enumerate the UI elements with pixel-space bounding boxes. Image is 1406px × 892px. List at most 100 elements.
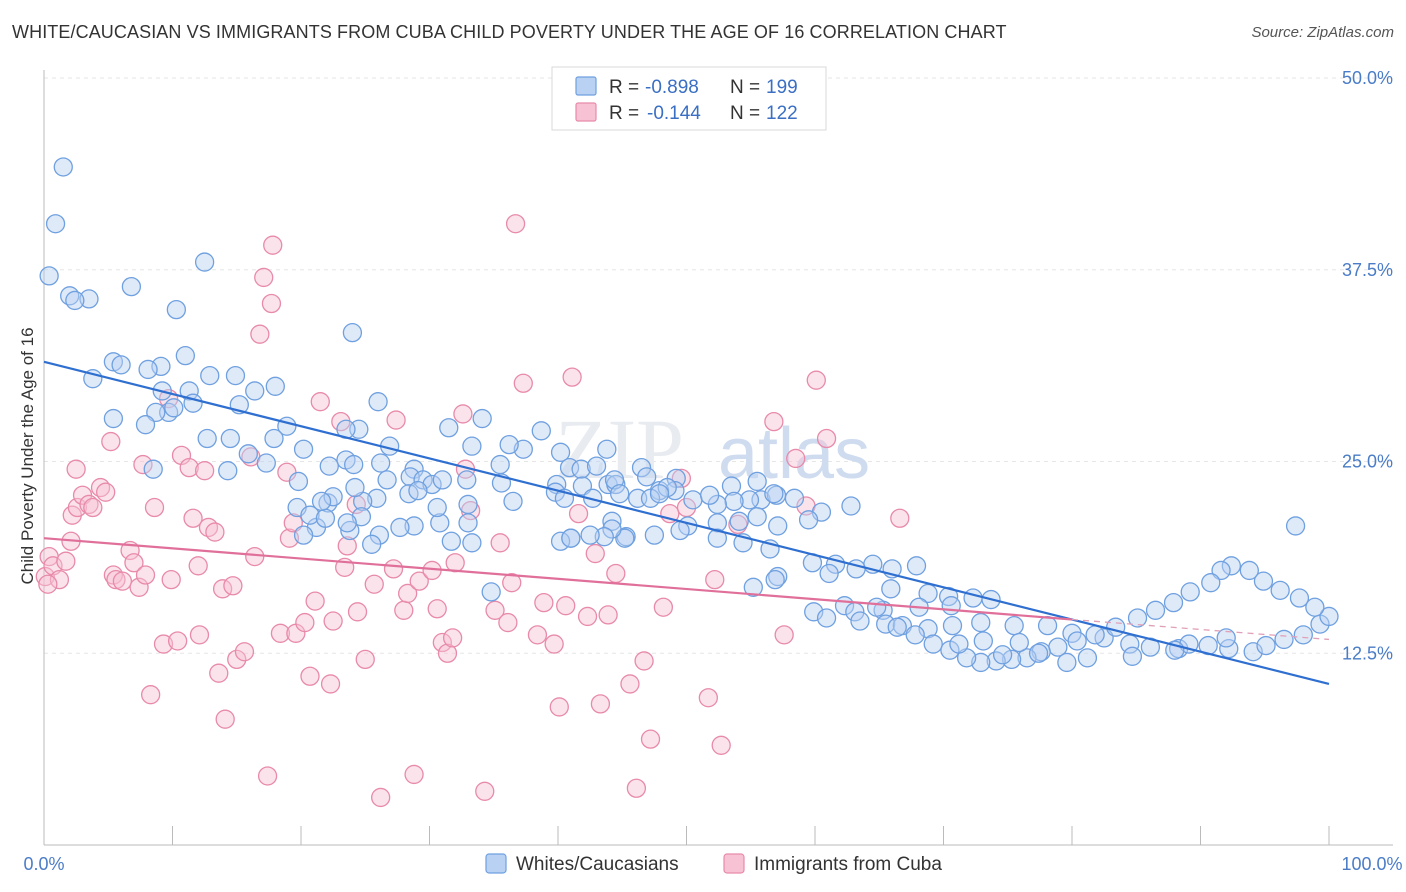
point-whites-164 bbox=[867, 597, 887, 617]
point-cuba-105 bbox=[634, 651, 654, 671]
point-whites-141 bbox=[481, 582, 501, 602]
point-whites-22 bbox=[368, 392, 388, 412]
point-whites-18 bbox=[245, 381, 265, 401]
point-whites-41 bbox=[462, 436, 482, 456]
point-cuba-93 bbox=[544, 634, 564, 654]
point-whites-36 bbox=[264, 428, 284, 449]
point-whites-226 bbox=[973, 631, 993, 651]
point-cuba-96 bbox=[562, 367, 582, 387]
point-cuba-92 bbox=[534, 592, 554, 613]
point-whites-218 bbox=[1216, 628, 1236, 648]
point-whites-190 bbox=[1319, 606, 1339, 627]
point-cuba-47 bbox=[257, 766, 278, 786]
point-cuba-107 bbox=[653, 597, 674, 617]
point-cuba-97 bbox=[568, 504, 589, 524]
point-whites-129 bbox=[323, 487, 343, 507]
point-whites-156 bbox=[881, 579, 901, 599]
point-cuba-111 bbox=[698, 688, 718, 708]
point-cuba-103 bbox=[620, 674, 640, 694]
point-whites-174 bbox=[971, 612, 991, 633]
point-whites-198 bbox=[1201, 573, 1221, 593]
point-whites-186 bbox=[1256, 635, 1276, 656]
series-immigrants-from-cuba bbox=[35, 214, 910, 808]
point-whites-208 bbox=[1017, 648, 1037, 668]
point-whites-53 bbox=[571, 459, 591, 479]
point-whites-139 bbox=[441, 531, 461, 551]
point-whites-56 bbox=[319, 456, 339, 476]
point-whites-143 bbox=[707, 528, 727, 548]
point-whites-105 bbox=[644, 525, 665, 545]
point-cuba-44 bbox=[245, 546, 265, 567]
point-whites-127 bbox=[300, 505, 320, 525]
bottom-legend-swatch-cuba bbox=[723, 853, 745, 874]
point-cuba-112 bbox=[705, 569, 725, 590]
point-whites-194 bbox=[1253, 571, 1274, 591]
point-whites-74 bbox=[665, 480, 685, 501]
point-cuba-68 bbox=[371, 787, 391, 808]
point-whites-117 bbox=[390, 517, 410, 538]
point-whites-65 bbox=[457, 470, 477, 490]
point-whites-197 bbox=[1211, 560, 1231, 581]
point-cuba-78 bbox=[437, 643, 458, 663]
point-cuba-70 bbox=[386, 410, 406, 430]
point-cuba-113 bbox=[711, 735, 731, 755]
point-cuba-25 bbox=[153, 634, 174, 654]
trend-lines bbox=[43, 360, 1330, 685]
point-cuba-77 bbox=[432, 632, 453, 653]
point-whites-99 bbox=[768, 516, 788, 536]
legend-n-value-pink: 122 bbox=[766, 103, 798, 124]
point-whites-54 bbox=[586, 456, 607, 476]
point-whites-122 bbox=[293, 525, 314, 545]
point-cuba-102 bbox=[606, 563, 626, 584]
point-whites-13 bbox=[138, 359, 158, 380]
point-whites-123 bbox=[367, 488, 387, 508]
point-cuba-72 bbox=[398, 583, 418, 604]
point-whites-1 bbox=[45, 214, 66, 234]
point-whites-49 bbox=[371, 453, 391, 473]
point-cuba-36 bbox=[205, 522, 225, 542]
point-whites-17 bbox=[225, 365, 246, 386]
point-cuba-11 bbox=[83, 497, 103, 518]
point-whites-34 bbox=[472, 408, 492, 429]
point-whites-175 bbox=[1004, 615, 1024, 636]
point-cuba-81 bbox=[453, 404, 473, 424]
point-whites-16 bbox=[200, 365, 220, 386]
series-whites-caucasians bbox=[39, 157, 1339, 673]
legend-n-value-blue: 199 bbox=[766, 77, 798, 98]
point-whites-4 bbox=[79, 289, 99, 309]
point-whites-26 bbox=[164, 398, 184, 418]
point-whites-149 bbox=[906, 556, 927, 576]
point-cuba-0 bbox=[35, 566, 55, 587]
point-cuba-56 bbox=[300, 666, 320, 686]
point-whites-202 bbox=[1127, 608, 1148, 628]
point-cuba-98 bbox=[577, 606, 598, 627]
point-cuba-66 bbox=[355, 649, 375, 670]
x-tick-label-max: 100.0% bbox=[1341, 854, 1402, 874]
point-whites-27 bbox=[146, 402, 166, 423]
point-cuba-86 bbox=[490, 533, 510, 553]
point-whites-29 bbox=[135, 415, 156, 435]
point-cuba-46 bbox=[254, 267, 274, 288]
point-cuba-16 bbox=[106, 569, 126, 590]
point-whites-170 bbox=[876, 614, 896, 634]
point-whites-155 bbox=[743, 577, 763, 597]
trend-line-cuba-extension bbox=[1071, 618, 1330, 641]
point-whites-2 bbox=[39, 266, 59, 286]
point-cuba-116 bbox=[774, 625, 794, 645]
point-whites-201 bbox=[1145, 600, 1166, 620]
point-whites-28 bbox=[103, 408, 124, 429]
point-whites-130 bbox=[351, 507, 372, 527]
point-whites-221 bbox=[1077, 648, 1098, 668]
point-whites-125 bbox=[318, 493, 338, 513]
point-cuba-37 bbox=[209, 663, 229, 683]
point-cuba-106 bbox=[640, 729, 661, 749]
point-whites-203 bbox=[1106, 617, 1126, 637]
point-whites-82 bbox=[640, 488, 661, 508]
watermark-zip: ZIP bbox=[555, 401, 684, 497]
point-whites-191 bbox=[1305, 597, 1325, 617]
point-whites-92 bbox=[657, 477, 677, 498]
bottom-legend-swatch-whites bbox=[485, 853, 507, 874]
point-whites-91 bbox=[747, 471, 767, 492]
point-cuba-31 bbox=[183, 508, 203, 528]
point-whites-168 bbox=[816, 608, 837, 628]
